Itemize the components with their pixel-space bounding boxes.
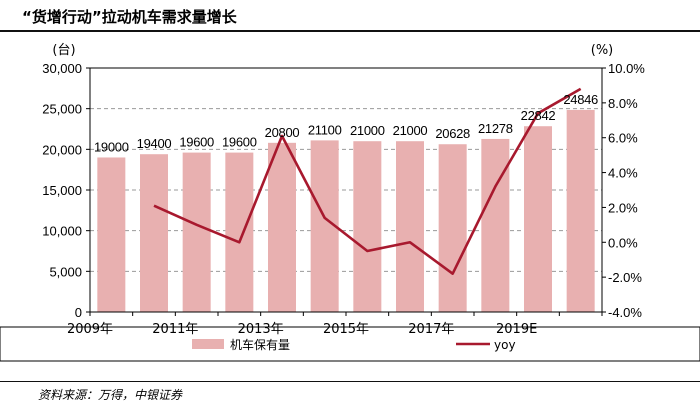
bar-data-label: 21000 bbox=[393, 123, 428, 138]
x-tick-label: 2017年 bbox=[408, 322, 454, 337]
bar-data-label: 19600 bbox=[222, 135, 257, 150]
bar-data-label: 20628 bbox=[435, 126, 470, 141]
right-tick-label: 8.0% bbox=[608, 96, 638, 111]
right-tick-label: 10.0% bbox=[608, 61, 645, 76]
bar bbox=[438, 144, 467, 312]
bar bbox=[268, 142, 296, 312]
left-tick-label: 30,000 bbox=[42, 61, 82, 76]
x-tick-label: 2015年 bbox=[323, 322, 369, 337]
bar-data-label: 24846 bbox=[563, 92, 598, 107]
line-series bbox=[153, 87, 582, 275]
axes bbox=[86, 67, 606, 316]
bar bbox=[97, 157, 126, 312]
right-tick-label: -2.0% bbox=[608, 270, 642, 285]
bar bbox=[225, 152, 254, 312]
source-note: 资料来源：万得，中银证券 bbox=[38, 388, 183, 402]
left-tick-label: 10,000 bbox=[42, 224, 82, 239]
left-tick-label: 25,000 bbox=[42, 102, 82, 117]
bar bbox=[140, 154, 168, 312]
x-tick-label: 2009年 bbox=[67, 322, 113, 337]
right-tick-label: 6.0% bbox=[608, 131, 638, 146]
left-tick-label: 5,000 bbox=[49, 264, 82, 279]
bar bbox=[481, 138, 510, 312]
data-labels: 19000 19400 19600 19600 20800 21100 21000 21000… bbox=[94, 92, 598, 155]
right-tick-label: 4.0% bbox=[608, 166, 638, 181]
bar bbox=[353, 141, 382, 312]
legend-label-bar: 机车保有量 bbox=[230, 337, 290, 352]
chart-title: “货增行动”拉动机车需求量增长 bbox=[22, 8, 237, 26]
bar bbox=[566, 109, 595, 313]
gridlines bbox=[90, 108, 602, 272]
left-tick-label: 0 bbox=[75, 305, 82, 320]
left-tick-label: 20,000 bbox=[42, 142, 82, 157]
right-axis-unit: (%) bbox=[591, 43, 614, 58]
bar-series bbox=[97, 109, 595, 313]
x-tick-label: 2019E bbox=[496, 322, 537, 337]
bar-data-label: 21278 bbox=[478, 121, 513, 136]
legend: 机车保有量 yoy bbox=[0, 326, 700, 362]
right-tick-label: 0.0% bbox=[608, 235, 638, 250]
right-tick-label: -4.0% bbox=[608, 305, 642, 320]
source-divider bbox=[0, 381, 700, 382]
tick-labels: 0 5,000 10,000 15,000 20,000 25,000 30,000 -4.0… bbox=[42, 43, 645, 337]
x-tick-label: 2013年 bbox=[238, 322, 284, 337]
yoy-line bbox=[153, 87, 582, 275]
bar-data-label: 19600 bbox=[179, 135, 214, 150]
legend-swatch-bar bbox=[192, 339, 224, 349]
bar-data-label: 22842 bbox=[521, 108, 556, 123]
bar-data-label: 21100 bbox=[308, 122, 342, 137]
left-tick-label: 15,000 bbox=[42, 183, 82, 198]
bar-data-label: 19400 bbox=[137, 136, 172, 151]
legend-box bbox=[0, 326, 700, 362]
right-tick-label: 2.0% bbox=[608, 200, 638, 215]
bar-data-label: 20800 bbox=[265, 125, 300, 140]
bar-data-label: 21000 bbox=[350, 123, 385, 138]
bar bbox=[396, 141, 424, 312]
x-tick-label: 2011年 bbox=[152, 322, 198, 337]
bar bbox=[182, 152, 211, 312]
bar bbox=[524, 126, 552, 312]
left-axis-unit: (台) bbox=[52, 43, 75, 58]
bar-data-label: 19000 bbox=[94, 139, 129, 154]
chart-area: 19000 19400 19600 19600 20800 21100 21000 21000… bbox=[0, 43, 700, 362]
title-divider bbox=[0, 30, 700, 32]
legend-label-line: yoy bbox=[494, 338, 516, 352]
